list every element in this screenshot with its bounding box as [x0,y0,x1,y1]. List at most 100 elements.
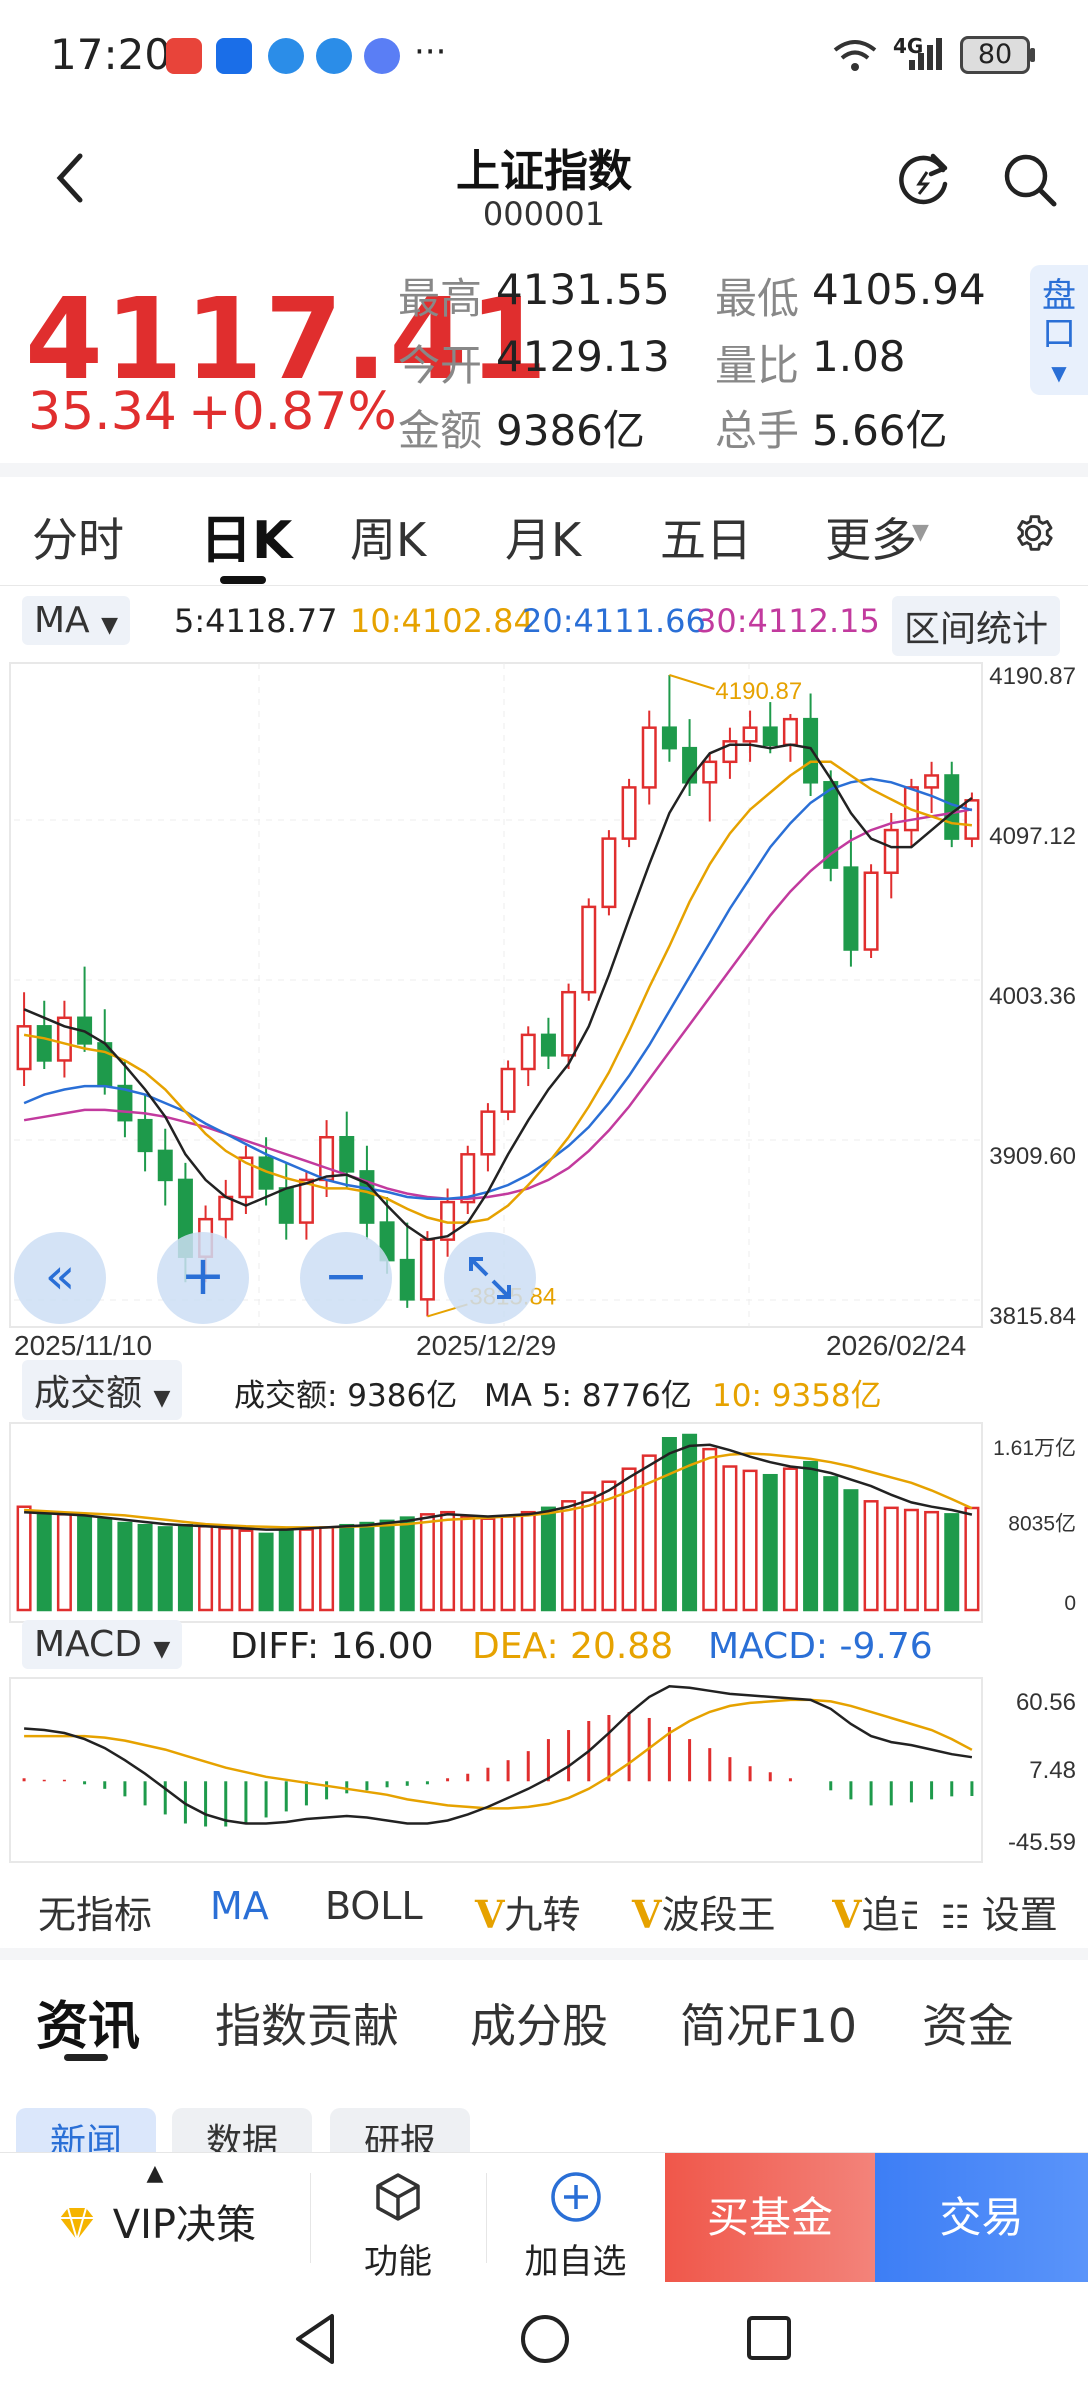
ma20-line [23,777,973,1200]
tab-intraday[interactable]: 分时 [32,513,124,567]
nav-home-icon[interactable] [518,2312,572,2366]
volume-bar [601,1480,617,1612]
search-icon[interactable] [1000,150,1060,210]
tab-capital[interactable]: 资金 [922,1999,1014,2053]
volume-bar [762,1473,778,1612]
volume-indicator-selector[interactable]: 成交额 ▼ [22,1360,183,1420]
candle [661,726,677,750]
high-annotation: 4190.87 [715,678,802,705]
volume-bar [702,1447,718,1612]
add-watchlist-button[interactable]: 加自选 [486,2153,665,2283]
volume-bar [803,1460,819,1612]
indicator-ma[interactable]: MA [210,1884,269,1928]
scroll-left-button[interactable]: « [14,1232,106,1324]
vip-v-icon: V [832,1892,862,1937]
refresh-icon[interactable] [895,148,955,208]
date-label: 2025/11/10 [14,1330,152,1361]
trade-button[interactable]: 交易 [875,2153,1088,2283]
nav-recents-icon[interactable] [745,2314,795,2364]
ma30-line [23,808,973,1200]
volume-bar [641,1454,657,1612]
candle [359,1170,375,1224]
volume-bar [722,1465,738,1612]
candle [924,774,940,789]
indicator-none[interactable]: 无指标 [38,1893,153,1937]
volume-bar [16,1505,32,1612]
volume-axis-label: 8035亿 [1008,1513,1076,1536]
tab-index-contribution[interactable]: 指数贡献 [215,1999,399,2053]
ma10-value: 10:4102.84 [350,602,534,640]
period-tabs: 分时 日K 周K 月K 五日 更多 ▼ [0,480,1088,585]
order-book-button[interactable]: 盘口 ▼ [1030,265,1088,395]
indicator-chase[interactable]: V追击 [832,1892,917,1937]
last-price: 4117.41 [25,275,550,405]
volume-bar [97,1517,113,1612]
tab-five-day[interactable]: 五日 [660,513,752,567]
tab-more[interactable]: 更多 [825,513,917,567]
candle [742,726,758,743]
volume-bar [379,1519,395,1612]
buy-fund-button[interactable]: 买基金 [665,2153,875,2283]
candle [581,905,597,994]
volume-bar [621,1467,637,1612]
vip-v-icon: V [632,1892,662,1937]
volume-ma5-line [24,1443,973,1531]
tab-weekly-k[interactable]: 周K [350,513,427,567]
vip-v-icon: V [475,1892,505,1937]
kline-chart[interactable]: 4190.87 4097.12 4003.36 3909.60 3815.84 2025/… [0,650,1088,1880]
zoom-out-button[interactable]: − [300,1232,392,1324]
price-axis-label: 4003.36 [989,983,1076,1010]
nav-back-icon[interactable] [292,2312,340,2366]
macd-axis-label: 60.56 [1016,1689,1076,1716]
volume-bar [359,1521,375,1612]
zoom-in-button[interactable]: + [157,1232,249,1324]
high-value: 4131.55 [496,265,670,314]
macd-selector[interactable]: MACD ▼ [22,1620,183,1669]
candle [540,1033,556,1057]
panel-frame [9,1677,983,1863]
volume-bar [823,1476,839,1612]
date-label: 2025/12/29 [416,1330,556,1361]
tab-constituents[interactable]: 成分股 [470,1999,608,2053]
candle [500,1067,516,1113]
clock: 17:20 [50,30,172,79]
caret-down-icon: ▼ [153,1386,171,1411]
tab-profile-f10[interactable]: 简况F10 [680,1999,857,2053]
app-notification-icon [166,38,202,74]
fullscreen-button[interactable] [444,1232,536,1324]
panel-frame [9,662,983,1328]
volume-bar [581,1491,597,1612]
indicator-wave-king[interactable]: V波段王 [632,1892,776,1937]
range-stats-button[interactable]: 区间统计 [892,596,1061,656]
candle [843,866,859,951]
high-marker [669,674,715,690]
candle [278,1187,294,1224]
candle [621,786,637,840]
alipay-notification-icon [216,38,252,74]
indicator-nine-turn[interactable]: V九转 [475,1892,581,1937]
ma-selector[interactable]: MA ▼ [22,596,131,645]
tab-monthly-k[interactable]: 月K [505,513,582,567]
vip-decision-button[interactable]: ▲ VIP决策 [0,2153,310,2283]
volume-bar [924,1510,940,1612]
volume-ratio-value: 1.08 [812,332,906,381]
back-icon[interactable] [50,150,90,206]
volume-ma5: MA 5: 8776亿 [484,1378,692,1414]
open-value: 4129.13 [496,332,670,381]
panel-frame [9,1422,983,1623]
volume-bar [661,1437,677,1612]
functions-button[interactable]: 功能 [310,2153,486,2283]
indicator-boll[interactable]: BOLL [325,1884,423,1928]
info-tabs: 资讯 指数贡献 成分股 简况F10 资金 [0,1960,1088,2070]
volume-axis-label: 1.61万亿 [993,1437,1076,1460]
indicator-settings[interactable]: ☷ 设置 [935,1884,1058,1939]
tab-daily-k[interactable]: 日K [200,511,293,571]
macd-axis-label: -45.59 [1008,1829,1076,1856]
gear-icon[interactable] [1010,510,1056,556]
volume-bar [883,1506,899,1612]
system-nav-bar [0,2282,1088,2400]
volume-bar [278,1530,294,1612]
tab-news[interactable]: 资讯 [36,1997,141,2057]
price-axis-label: 4097.12 [989,823,1076,850]
volume-bar [298,1528,314,1612]
